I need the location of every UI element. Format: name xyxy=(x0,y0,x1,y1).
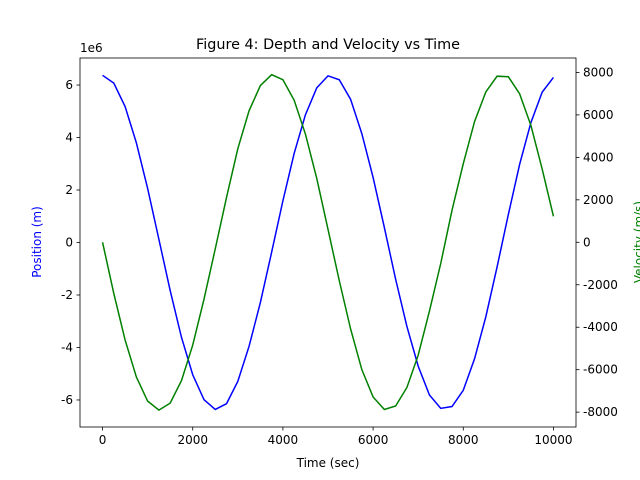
y2-tick-label: -2000 xyxy=(583,278,618,292)
y-tick-label: 2 xyxy=(65,183,73,197)
y2-tick-label: -6000 xyxy=(583,363,618,377)
y-offset-label: 1e6 xyxy=(80,41,103,55)
y-tick-label: -4 xyxy=(61,340,73,354)
y-tick-label: 4 xyxy=(65,131,73,145)
x-tick-label: 0 xyxy=(99,433,107,447)
y-tick-label: 6 xyxy=(65,78,73,92)
y-tick-label: -6 xyxy=(61,393,73,407)
y-tick-label: -2 xyxy=(61,288,73,302)
y2-tick-label: -4000 xyxy=(583,320,618,334)
x-tick-label: 2000 xyxy=(177,433,208,447)
plot-area xyxy=(79,57,577,428)
y-axis-label: Position (m) xyxy=(30,206,44,278)
y-tick-label: 0 xyxy=(65,236,73,250)
x-tick-label: 10000 xyxy=(534,433,572,447)
x-tick-label: 8000 xyxy=(448,433,479,447)
line-series xyxy=(101,73,555,412)
y2-tick-label: 0 xyxy=(583,235,591,249)
y2-tick-label: 4000 xyxy=(583,150,614,164)
y2-tick-label: 8000 xyxy=(583,65,614,79)
x-tick-label: 6000 xyxy=(358,433,389,447)
y2-tick-label: -8000 xyxy=(583,405,618,419)
y2-tick-label: 6000 xyxy=(583,108,614,122)
y2-tick-label: 2000 xyxy=(583,193,614,207)
x-axis-label: Time (sec) xyxy=(296,456,360,470)
y2-axis-label: Velocity (m/s) xyxy=(632,201,640,283)
x-tick-label: 4000 xyxy=(268,433,299,447)
line-series xyxy=(102,74,555,411)
chart-title: Figure 4: Depth and Velocity vs Time xyxy=(196,37,460,53)
